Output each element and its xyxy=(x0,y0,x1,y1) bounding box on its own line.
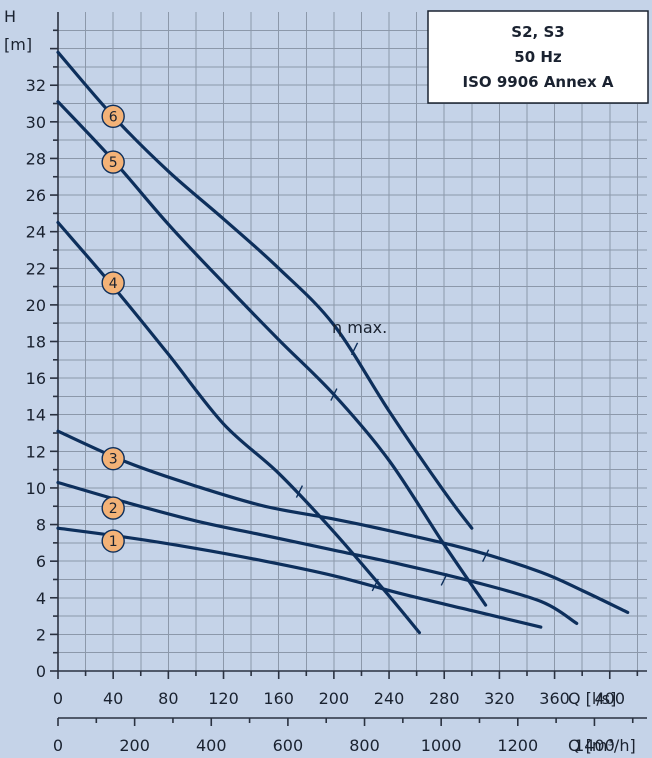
info-box-standard: ISO 9906 Annex A xyxy=(463,73,614,91)
pump-curve-3 xyxy=(58,431,628,612)
x2-tick-label: 1000 xyxy=(421,736,462,755)
y-tick-label: 6 xyxy=(36,552,46,571)
info-box: S2, S3 50 Hz ISO 9906 Annex A xyxy=(428,11,648,103)
y-axis-label: H xyxy=(4,7,16,26)
y-tick-label: 20 xyxy=(26,296,46,315)
curve-marker-label-6: 6 xyxy=(109,109,118,125)
y-tick-label: 26 xyxy=(26,186,46,205)
info-box-frequency: 50 Hz xyxy=(514,48,562,66)
curve-marker-label-1: 1 xyxy=(109,534,118,550)
y-tick-label: 10 xyxy=(26,479,46,498)
x-axis-label: Q [l/s] xyxy=(568,689,616,708)
y-tick-label: 24 xyxy=(26,223,46,242)
x2-tick-label: 400 xyxy=(196,736,227,755)
x-tick-label: 320 xyxy=(484,689,515,708)
y-tick-label: 32 xyxy=(26,76,46,95)
x2-tick-label: 600 xyxy=(273,736,304,755)
x2-axis-label: Q [m³/h] xyxy=(568,736,636,755)
y-tick-label: 12 xyxy=(26,442,46,461)
x-tick-label: 120 xyxy=(208,689,239,708)
y-tick-label: 18 xyxy=(26,333,46,352)
y-tick-label: 22 xyxy=(26,259,46,278)
x2-tick-label: 800 xyxy=(349,736,380,755)
info-box-model: S2, S3 xyxy=(511,23,564,41)
grid xyxy=(58,12,647,671)
curves xyxy=(58,52,628,632)
x-tick-label: 160 xyxy=(263,689,294,708)
curve-marker-label-2: 2 xyxy=(109,501,118,517)
y-tick-label: 0 xyxy=(36,662,46,681)
x-tick-label: 40 xyxy=(103,689,123,708)
x2-tick-label: 0 xyxy=(53,736,63,755)
x-tick-label: 200 xyxy=(319,689,350,708)
x2-tick-label: 200 xyxy=(119,736,150,755)
eta-max-annotation: η max. xyxy=(332,318,387,337)
curve-marker-label-4: 4 xyxy=(109,276,118,292)
y-tick-label: 28 xyxy=(26,149,46,168)
x-tick-labels: 0 40 80 120 160 200 240 280 320 360 400 xyxy=(53,689,625,708)
x-tick-label: 240 xyxy=(374,689,405,708)
x2-tick-labels: 0 200 400 600 800 1000 1200 1400 xyxy=(53,736,615,755)
y-tick-label: 8 xyxy=(36,516,46,535)
x-tick-label: 0 xyxy=(53,689,63,708)
x-tick-label: 80 xyxy=(158,689,178,708)
y-tick-label: 4 xyxy=(36,589,46,608)
y-tick-label: 16 xyxy=(26,369,46,388)
x-tick-label: 280 xyxy=(429,689,460,708)
axes xyxy=(50,12,647,726)
x-tick-label: 360 xyxy=(539,689,570,708)
curve-marker-label-5: 5 xyxy=(109,155,118,171)
y-tick-label: 14 xyxy=(26,406,46,425)
curve-marker-label-3: 3 xyxy=(109,452,118,468)
y-axis-unit: [m] xyxy=(4,35,32,54)
y-tick-label: 2 xyxy=(36,625,46,644)
x2-tick-label: 1200 xyxy=(497,736,538,755)
pump-curve-2 xyxy=(58,483,577,624)
y-tick-label: 30 xyxy=(26,113,46,132)
